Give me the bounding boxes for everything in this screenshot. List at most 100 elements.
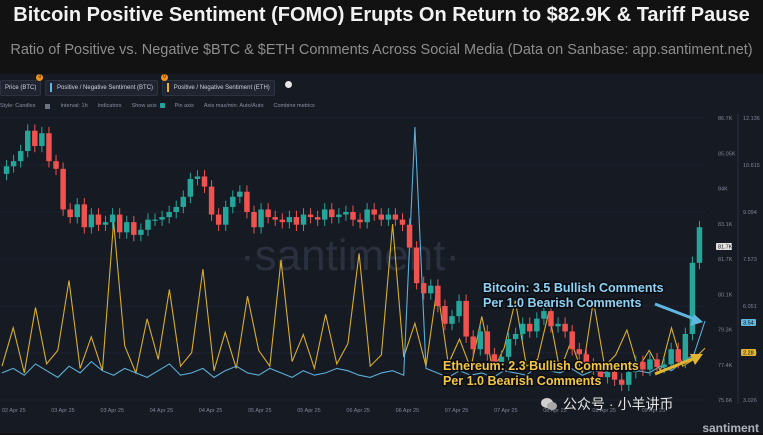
pin-axis-toggle[interactable]: Pin axis	[174, 103, 194, 109]
tab-badge: 0	[161, 74, 169, 81]
price-candle	[293, 217, 300, 225]
price-candle	[350, 212, 356, 220]
wechat-watermark: 公众号 · 小羊讲币	[540, 394, 673, 414]
price-candle	[541, 311, 547, 319]
price-candle	[512, 333, 519, 340]
price-candle	[534, 318, 540, 332]
interval-selector[interactable]: Interval: 1h	[60, 103, 88, 109]
x-axis-tick: 03 Apr 25	[51, 408, 75, 414]
x-axis-tick: 05 Apr 25	[248, 408, 272, 414]
price-candle	[519, 323, 526, 334]
tab-label: Positive / Negative Sentiment (ETH)	[173, 85, 270, 91]
price-candle	[116, 214, 123, 233]
price-candle	[633, 361, 639, 373]
tab-badge: 0	[36, 74, 44, 81]
show-axis-label: Show axis	[131, 103, 157, 109]
price-candle	[138, 229, 144, 235]
tab-sentiment-eth[interactable]: Positive / Negative Sentiment (ETH) 0	[161, 74, 275, 96]
price-candle	[67, 209, 73, 218]
price-candle	[321, 209, 328, 220]
price-candle	[230, 196, 236, 207]
price-candle	[244, 191, 250, 212]
price-candle	[159, 217, 165, 220]
price-current-label: 81.7K	[718, 245, 733, 251]
price-candle	[385, 214, 392, 220]
price-candle	[81, 204, 88, 228]
btc-arrowhead-icon	[690, 314, 703, 326]
price-current-label-box	[716, 243, 732, 250]
price-candle	[124, 222, 130, 233]
price-candle	[307, 214, 314, 218]
x-axis-tick: 05 Apr 25	[297, 408, 321, 414]
price-candle	[166, 212, 172, 218]
price-candle	[491, 354, 498, 362]
price-candle	[470, 336, 476, 350]
price-candle	[201, 176, 208, 187]
price-candle	[300, 214, 307, 225]
price-candle	[3, 166, 10, 174]
tab-sentiment-btc[interactable]: Positive / Negative Sentiment (BTC)	[45, 80, 159, 96]
combine-metrics-button[interactable]: Combine metrics	[273, 103, 315, 109]
ratio-axis-tick: 9.094	[743, 210, 757, 216]
price-axis-tick: 84K	[718, 187, 728, 193]
price-candle	[449, 316, 455, 324]
price-candle	[498, 356, 505, 362]
x-axis-tick: 03 Apr 25	[100, 408, 124, 414]
price-candle	[590, 364, 597, 370]
color-picker[interactable]	[45, 103, 51, 109]
price-axis-tick: 80.1K	[718, 292, 733, 298]
price-candle	[428, 285, 434, 294]
price-candle	[569, 331, 575, 350]
price-candle	[88, 214, 95, 228]
price-axis-tick: 86.7K	[718, 116, 733, 122]
price-axis-tick: 83.1K	[718, 222, 733, 228]
price-candle	[25, 130, 31, 152]
price-candle	[413, 247, 420, 284]
axes: 86.7K 85.05K 84K 83.1K 81.7K 80.1K 79.3K 77.4K 7…	[2, 114, 760, 414]
add-metric-icon[interactable]	[279, 80, 298, 94]
chart-toolbar: Style: Candles Interval: 1h Indicators S…	[0, 101, 315, 111]
series-swatch	[167, 82, 170, 92]
wechat-icon	[540, 397, 558, 411]
price-candle	[640, 361, 646, 370]
price-candle	[555, 323, 561, 327]
price-candle	[215, 214, 222, 225]
tab-price-btc[interactable]: Price (BTC) 0	[0, 74, 44, 96]
price-candle	[527, 323, 533, 332]
price-candle	[258, 209, 264, 228]
price-candle	[364, 209, 370, 223]
price-candle	[109, 214, 116, 223]
price-candle	[562, 323, 568, 332]
ratio-series	[1, 126, 706, 379]
price-candle	[357, 219, 363, 223]
indicators-button[interactable]: Indicators	[97, 103, 122, 109]
price-candle	[329, 209, 335, 218]
price-candle	[611, 372, 618, 380]
price-candle	[265, 209, 271, 218]
metric-tabs: Price (BTC) 0 Positive / Negative Sentim…	[0, 74, 298, 96]
price-candle	[208, 186, 215, 215]
price-candle	[675, 349, 681, 362]
price-axis-tick: 77.4K	[718, 363, 733, 369]
tab-label: Price (BTC)	[5, 85, 37, 91]
axis-max-min-selector[interactable]: Axis max/min: Auto/Auto	[203, 103, 264, 109]
show-axis-toggle[interactable]: Show axis	[132, 103, 165, 109]
price-candle	[597, 369, 604, 378]
eth-ratio-label: 2.28	[743, 351, 754, 357]
ratio-axis-tick: 7.573	[743, 257, 757, 263]
price-candle	[39, 133, 45, 146]
chart-subtitle: Ratio of Positive vs. Negative $BTC & $E…	[10, 42, 753, 58]
price-candle	[17, 151, 24, 162]
style-selector[interactable]: Style: Candles	[0, 103, 36, 109]
price-candle	[286, 217, 293, 223]
price-candle	[180, 196, 187, 207]
price-candle	[661, 364, 667, 367]
price-candle	[406, 224, 413, 248]
price-candle	[392, 214, 399, 220]
eth-arrow-icon	[654, 355, 698, 376]
price-candle	[435, 285, 441, 306]
price-candle	[378, 214, 385, 220]
ratio-axis-tick: 12.136	[743, 116, 760, 122]
price-candle	[371, 209, 377, 215]
